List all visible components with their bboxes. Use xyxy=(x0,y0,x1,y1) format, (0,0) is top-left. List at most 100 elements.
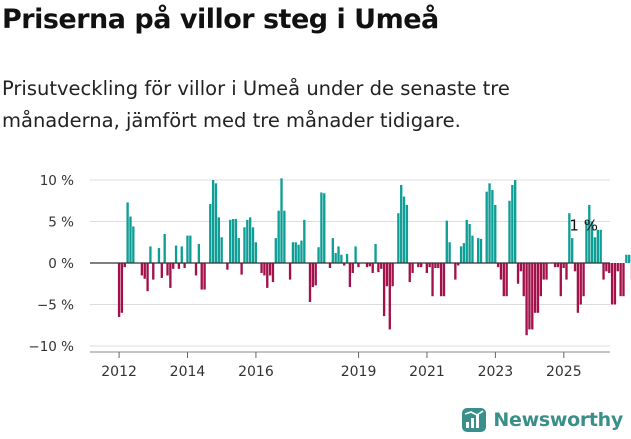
x-tick-label: 2012 xyxy=(101,364,137,380)
bar xyxy=(628,254,631,263)
bar xyxy=(545,263,548,280)
bar xyxy=(599,229,602,263)
bar xyxy=(246,219,249,263)
bar xyxy=(608,263,611,273)
bar xyxy=(240,263,243,275)
bar xyxy=(294,242,297,263)
last-value-label: 1 % xyxy=(569,217,598,235)
bar xyxy=(476,238,480,263)
bar xyxy=(511,184,514,263)
bar xyxy=(434,263,437,268)
bar xyxy=(340,254,343,263)
bar xyxy=(437,263,440,268)
bar xyxy=(419,263,423,268)
bar xyxy=(533,263,537,313)
bar xyxy=(251,227,255,263)
bar xyxy=(220,237,223,263)
bar xyxy=(428,263,431,268)
bar xyxy=(531,263,534,330)
bar xyxy=(488,183,491,263)
bar xyxy=(303,219,306,263)
bar xyxy=(140,263,144,276)
bar xyxy=(177,263,181,269)
x-tick-label: 2014 xyxy=(170,364,206,380)
bar xyxy=(571,238,574,263)
bar xyxy=(499,263,503,280)
bar xyxy=(203,263,206,290)
bar xyxy=(522,263,525,297)
bar xyxy=(260,263,263,273)
bar xyxy=(351,263,354,273)
x-tick-label: 2019 xyxy=(341,364,377,380)
x-tick-label: 2021 xyxy=(409,364,445,380)
grid-lines xyxy=(90,179,610,347)
bar xyxy=(593,237,597,263)
bar xyxy=(553,263,557,268)
bar xyxy=(237,238,240,263)
bar xyxy=(585,221,588,263)
bar xyxy=(348,263,352,288)
bar xyxy=(573,263,577,272)
brand-name: Newsworthy xyxy=(493,409,623,431)
y-tick-label: 5 % xyxy=(48,215,74,231)
bar xyxy=(357,263,360,268)
bar xyxy=(417,263,420,268)
y-tick-label: 0 % xyxy=(48,256,74,272)
bar xyxy=(408,263,411,283)
bar xyxy=(619,263,622,297)
bar xyxy=(345,253,349,263)
bar xyxy=(186,235,189,263)
bar xyxy=(457,263,460,266)
bar xyxy=(613,263,617,305)
bar xyxy=(132,226,135,263)
bar xyxy=(143,263,146,279)
bar xyxy=(454,263,457,280)
bar xyxy=(519,263,523,272)
bar xyxy=(300,240,303,263)
bar xyxy=(169,263,172,288)
bar xyxy=(149,246,152,263)
bar xyxy=(229,219,232,263)
bar xyxy=(266,263,269,288)
bar xyxy=(405,204,409,263)
bar xyxy=(297,244,300,263)
bar xyxy=(365,263,369,268)
bar xyxy=(462,243,466,263)
bar xyxy=(576,263,580,313)
bar xyxy=(528,263,531,330)
bar xyxy=(525,263,528,336)
bar xyxy=(539,263,543,297)
bar xyxy=(568,213,571,263)
bars xyxy=(117,178,631,336)
bar xyxy=(602,263,605,280)
bar xyxy=(214,183,218,263)
bar xyxy=(382,263,386,317)
bar xyxy=(291,242,295,263)
bar xyxy=(146,263,149,292)
bar xyxy=(226,263,229,270)
bar xyxy=(371,263,374,273)
bar xyxy=(209,204,212,263)
bar xyxy=(314,263,317,286)
bar xyxy=(368,263,372,267)
bar xyxy=(590,221,594,263)
bar xyxy=(380,263,383,269)
bar xyxy=(243,227,246,263)
x-tick-label: 2016 xyxy=(238,364,274,380)
bar xyxy=(516,263,520,284)
x-tick-label: 2025 xyxy=(546,364,582,380)
bar xyxy=(388,263,391,330)
bar xyxy=(491,189,494,263)
bar xyxy=(328,263,332,268)
bar xyxy=(217,217,220,263)
bar xyxy=(271,263,275,283)
bar xyxy=(180,246,183,263)
bar xyxy=(311,263,315,288)
bar xyxy=(320,192,323,263)
bar xyxy=(189,235,192,263)
bar xyxy=(502,263,505,297)
y-tick-label: −5 % xyxy=(37,298,74,314)
bar xyxy=(248,217,252,263)
bar xyxy=(200,263,203,290)
